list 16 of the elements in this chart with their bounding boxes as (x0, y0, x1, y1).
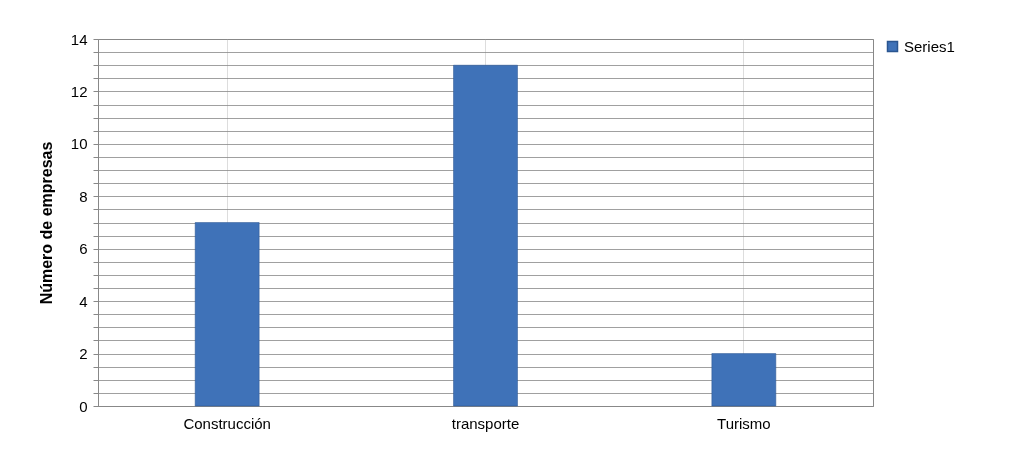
y-tick-label: 4 (79, 292, 88, 310)
y-axis-title: Número de empresas (37, 141, 55, 305)
x-tick-label: Turismo (717, 414, 771, 432)
x-tick-label: Construcción (183, 414, 271, 432)
y-tick-label: 10 (70, 135, 88, 153)
legend-label: Series1 (904, 37, 955, 55)
bar (194, 222, 260, 407)
x-tick-label: transporte (451, 414, 520, 432)
y-tick-label: 0 (79, 397, 88, 415)
y-tick-label: 12 (70, 82, 88, 100)
bar (453, 64, 518, 407)
bar (711, 353, 777, 407)
y-tick-label: 8 (79, 187, 88, 205)
y-tick-label: 2 (79, 345, 88, 363)
y-tick-label: 14 (70, 30, 88, 48)
y-tick-label: 6 (79, 240, 88, 258)
